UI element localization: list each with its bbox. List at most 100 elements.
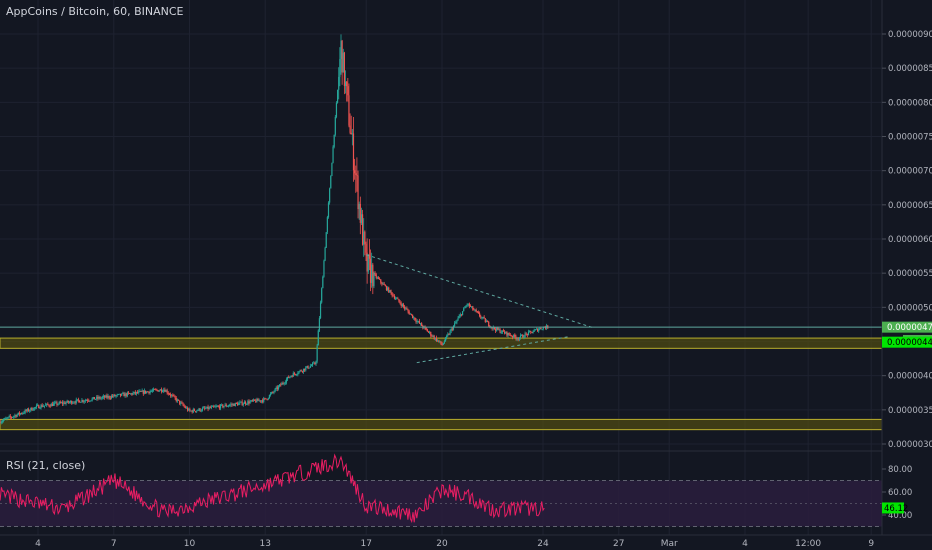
candle-body xyxy=(414,317,416,321)
candle-body xyxy=(333,134,335,147)
candle-body xyxy=(171,395,173,396)
candle-body xyxy=(105,395,107,398)
candle-body xyxy=(0,421,1,424)
candle-body xyxy=(15,415,17,417)
candle-body xyxy=(208,407,210,410)
candle-body xyxy=(250,400,252,402)
candle-body xyxy=(539,328,541,330)
candle-body xyxy=(14,415,16,417)
candle-body xyxy=(448,334,450,336)
time-axis-tick-label: 27 xyxy=(613,539,624,549)
candle-body xyxy=(259,400,261,402)
candle-body xyxy=(179,400,181,404)
candle-body xyxy=(330,175,332,189)
candle-body xyxy=(417,321,419,322)
candle-body xyxy=(214,406,216,408)
candle-body xyxy=(218,406,221,409)
candle-body xyxy=(275,387,277,389)
candle-body xyxy=(475,309,477,312)
candle-body xyxy=(468,303,470,307)
candle-body xyxy=(24,410,26,413)
candle-body xyxy=(151,390,153,392)
candle-body xyxy=(150,391,152,392)
rsi-axis-tick-label: 80.00 xyxy=(888,465,912,475)
candle-body xyxy=(375,274,377,278)
candle-body xyxy=(133,391,135,394)
candle-body xyxy=(23,412,25,414)
candle-body xyxy=(425,327,427,330)
candle-body xyxy=(219,404,222,409)
candle-body xyxy=(130,393,132,395)
candle-body xyxy=(326,217,328,233)
candle-body xyxy=(183,405,185,407)
candle-body xyxy=(515,336,517,339)
candle-body xyxy=(314,362,316,365)
candle-body xyxy=(159,389,161,391)
rsi-value-label-bg xyxy=(882,502,904,514)
candle-body xyxy=(452,325,455,330)
candle-body xyxy=(486,321,489,323)
candle-body xyxy=(157,390,159,392)
candle-body xyxy=(232,403,234,405)
candle-body xyxy=(315,361,317,365)
candle-body xyxy=(355,173,357,176)
candle-body xyxy=(194,411,197,412)
candle-body xyxy=(272,392,274,393)
candle-body xyxy=(365,244,367,253)
candle-body xyxy=(139,391,141,392)
candle-body xyxy=(39,408,41,409)
candle-body xyxy=(94,398,97,400)
candle-body xyxy=(113,394,115,397)
candle-body xyxy=(533,330,535,332)
candle-body xyxy=(291,375,293,377)
candle-body xyxy=(44,404,47,406)
candle-body xyxy=(294,373,297,375)
candle-body xyxy=(256,398,258,403)
candle-body xyxy=(535,328,538,330)
candle-body xyxy=(266,398,268,400)
candle-body xyxy=(34,407,36,408)
candle-body xyxy=(268,395,271,399)
candle-body xyxy=(396,298,398,300)
candle-body xyxy=(457,318,459,321)
candle-body xyxy=(100,397,102,399)
candle-body xyxy=(173,395,175,397)
time-axis-tick-label: 24 xyxy=(537,539,549,549)
candle-body xyxy=(81,400,83,403)
candle-body xyxy=(366,252,368,272)
candle-body xyxy=(50,403,52,407)
candle-body xyxy=(79,400,81,403)
candle-body xyxy=(449,330,451,335)
candle-body xyxy=(405,308,407,310)
candle-body xyxy=(505,331,507,334)
candle-body xyxy=(197,410,199,412)
candle-body xyxy=(124,393,126,397)
candle-body xyxy=(356,175,358,176)
candle-body xyxy=(496,327,498,331)
candle-body xyxy=(436,340,439,342)
candle-body xyxy=(69,401,72,403)
candle-body xyxy=(204,407,206,409)
candle-body xyxy=(109,397,111,399)
candle-body xyxy=(406,308,408,310)
candle-body xyxy=(394,298,397,300)
candle-body xyxy=(137,391,139,393)
candle-body xyxy=(361,214,364,245)
candle-body xyxy=(430,332,432,336)
candle-body xyxy=(21,413,23,414)
candle-body xyxy=(167,393,169,394)
candle-body xyxy=(143,390,146,394)
candle-body xyxy=(142,390,144,394)
candle-body xyxy=(252,399,255,401)
candle-body xyxy=(409,313,411,315)
candle-body xyxy=(382,283,384,285)
candle-body xyxy=(6,417,8,419)
candle-body xyxy=(188,408,190,411)
candle-body xyxy=(229,405,231,406)
candle-body xyxy=(427,331,430,333)
